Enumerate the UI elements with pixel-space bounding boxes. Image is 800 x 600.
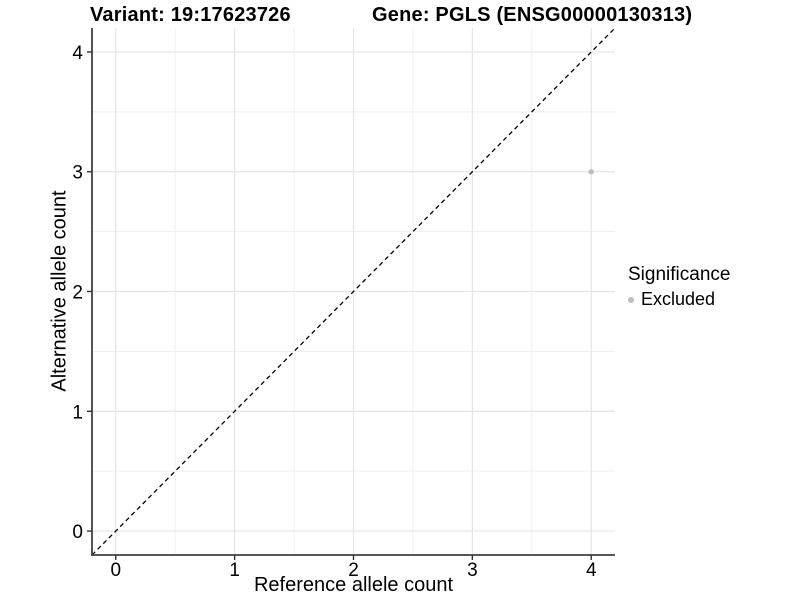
x-axis-title: Reference allele count	[253, 574, 453, 596]
legend-entries: Excluded	[628, 289, 730, 310]
x-tick-label: 4	[586, 560, 597, 581]
x-tick-label: 2	[348, 560, 359, 581]
plot-title-variant: Variant: 19:17623726	[90, 4, 291, 26]
legend-point-icon	[628, 296, 634, 303]
legend-entry: Excluded	[628, 289, 730, 310]
legend-title: Significance	[628, 264, 731, 285]
y-tick-label: 3	[72, 163, 83, 184]
plot-title-gene: Gene: PGLS (ENSG00000130313)	[372, 4, 693, 26]
identity-line	[91, 27, 616, 556]
data-point	[588, 169, 594, 175]
legend: Significance Excluded	[628, 264, 730, 310]
y-tick-label: 0	[72, 522, 83, 543]
y-tick-label: 2	[72, 283, 83, 304]
x-tick-label: 3	[467, 560, 478, 581]
legend-entry-label: Excluded	[641, 289, 716, 309]
x-tick-label: 0	[110, 560, 121, 581]
y-tick-label: 4	[72, 43, 83, 64]
y-tick-label: 1	[72, 402, 83, 423]
y-axis-title: Alternative allele count	[48, 190, 71, 392]
x-tick-label: 1	[229, 560, 240, 581]
